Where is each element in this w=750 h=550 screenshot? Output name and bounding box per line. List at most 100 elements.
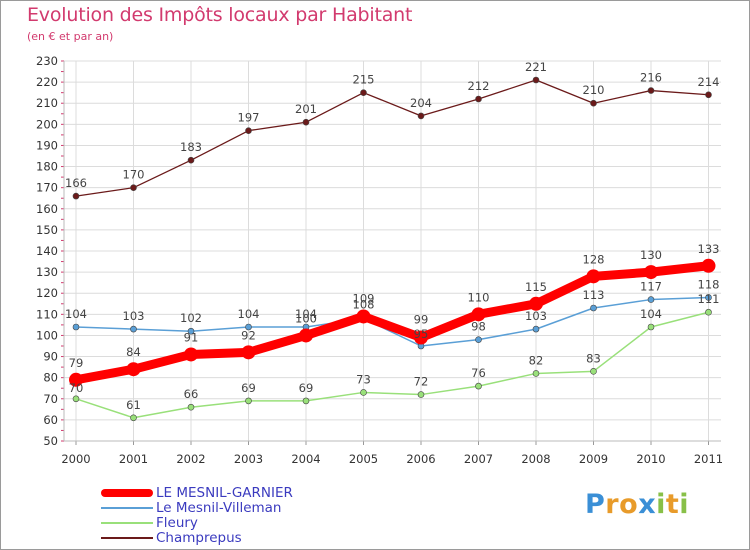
data-point-le-mesnil-garnier <box>69 372 83 387</box>
data-point-fleury <box>360 389 367 396</box>
data-point-le-mesnil-garnier <box>414 330 428 345</box>
logo-letter: P <box>585 489 606 520</box>
x-tick-label: 2001 <box>119 452 148 466</box>
data-point-fleury <box>532 370 540 377</box>
data-point-fleury <box>417 391 425 398</box>
data-point-fleury <box>647 323 655 331</box>
x-tick-label: 2000 <box>61 452 90 466</box>
logo-letter: i <box>679 489 690 520</box>
data-label-le-mesnil-garnier: 92 <box>241 328 256 342</box>
y-tick-label: 60 <box>43 413 58 427</box>
data-label-le-mesnil-villeman: 104 <box>238 307 260 321</box>
chart-title: Evolution des Impôts locaux par Habitant <box>27 4 413 26</box>
y-tick-label: 180 <box>36 160 58 174</box>
data-label-le-mesnil-villeman: 95 <box>414 327 429 341</box>
data-point-champrepus <box>705 91 712 99</box>
data-point-champrepus <box>187 156 195 164</box>
data-label-le-mesnil-villeman: 104 <box>295 307 317 321</box>
y-tick-label: 90 <box>43 350 58 364</box>
data-label-le-mesnil-garnier: 91 <box>184 330 199 344</box>
data-point-le-mesnil-villeman <box>187 327 195 335</box>
data-point-fleury <box>72 395 80 403</box>
data-point-le-mesnil-villeman <box>245 323 252 331</box>
legend: LE MESNIL-GARNIER Le Mesnil-Villeman Fle… <box>101 486 361 546</box>
y-tick-label: 140 <box>36 244 58 258</box>
data-point-le-mesnil-villeman <box>590 304 597 312</box>
data-label-champrepus: 212 <box>468 79 490 93</box>
data-label-le-mesnil-villeman: 118 <box>698 277 720 291</box>
data-label-le-mesnil-villeman: 103 <box>525 309 547 323</box>
data-point-fleury <box>475 382 482 390</box>
data-label-le-mesnil-garnier: 110 <box>468 290 490 304</box>
data-point-le-mesnil-villeman <box>130 325 137 333</box>
data-point-champrepus <box>647 87 655 94</box>
data-point-le-mesnil-villeman <box>705 294 712 301</box>
data-label-champrepus: 216 <box>640 71 662 85</box>
data-label-le-mesnil-garnier: 100 <box>295 311 317 325</box>
data-label-fleury: 83 <box>586 351 601 365</box>
data-point-fleury <box>130 414 137 422</box>
legend-item-fleury: Fleury <box>101 516 361 531</box>
x-tick-label: 2006 <box>406 452 435 466</box>
data-label-le-mesnil-garnier: 128 <box>583 252 605 266</box>
data-point-fleury <box>590 368 597 375</box>
series-line-champrepus <box>75 79 710 197</box>
data-point-champrepus <box>72 192 80 200</box>
data-labels: 166 170 183 197 201 215 204 212 221 210 216 214 70 61… <box>65 60 719 412</box>
data-point-champrepus <box>590 99 597 107</box>
legend-label-fleury: Fleury <box>156 515 198 531</box>
data-label-le-mesnil-villeman: 108 <box>353 298 375 312</box>
data-label-le-mesnil-garnier: 109 <box>353 291 375 305</box>
logo-letter: r <box>605 489 620 520</box>
data-point-le-mesnil-garnier <box>126 362 141 377</box>
legend-label-champrepus: Champrepus <box>156 530 242 546</box>
x-tick-label: 2003 <box>234 452 263 466</box>
x-tick-label: 2011 <box>694 452 723 466</box>
y-tick-label: 220 <box>36 75 58 89</box>
logo-letter: x <box>638 489 657 520</box>
data-label-le-mesnil-villeman: 113 <box>583 288 605 302</box>
data-point-le-mesnil-villeman <box>532 325 540 333</box>
x-tick-label: 2004 <box>291 452 320 466</box>
data-point-le-mesnil-garnier <box>701 258 716 273</box>
data-point-le-mesnil-garnier <box>241 345 256 360</box>
data-point-le-mesnil-villeman <box>72 323 80 331</box>
data-label-le-mesnil-garnier: 115 <box>525 280 547 294</box>
data-point-fleury <box>245 397 252 405</box>
data-point-fleury <box>302 397 310 405</box>
legend-item-le-mesnil-garnier: LE MESNIL-GARNIER <box>101 486 361 501</box>
data-point-champrepus <box>475 95 482 103</box>
data-label-fleury: 61 <box>126 398 141 412</box>
data-label-fleury: 104 <box>640 307 662 321</box>
data-label-champrepus: 183 <box>180 140 202 154</box>
x-tick-label: 2009 <box>579 452 608 466</box>
data-point-le-mesnil-garnier <box>299 328 313 343</box>
data-label-champrepus: 197 <box>238 111 260 125</box>
legend-swatch-le-mesnil-garnier <box>101 489 153 497</box>
data-label-le-mesnil-villeman: 98 <box>471 320 486 334</box>
data-label-le-mesnil-villeman: 102 <box>180 311 202 325</box>
data-label-fleury: 66 <box>184 387 199 401</box>
logo-letter: i <box>656 489 666 520</box>
data-label-fleury: 111 <box>698 292 720 306</box>
data-label-fleury: 76 <box>471 366 486 380</box>
data-label-champrepus: 210 <box>583 83 605 97</box>
data-label-le-mesnil-garnier: 84 <box>126 345 141 359</box>
y-tick-label: 100 <box>36 328 58 342</box>
x-tick-label: 2002 <box>176 452 205 466</box>
x-tick-label: 2008 <box>521 452 550 466</box>
chart-subtitle: (en € et par an) <box>27 30 114 43</box>
data-label-le-mesnil-villeman: 103 <box>123 309 145 323</box>
legend-label-le-mesnil-garnier: LE MESNIL-GARNIER <box>156 485 293 501</box>
data-point-champrepus <box>417 112 425 120</box>
series-line-le-mesnil-garnier <box>71 261 713 385</box>
data-point-le-mesnil-garnier <box>356 309 371 324</box>
y-tick-label: 110 <box>36 307 58 321</box>
legend-item-le-mesnil-villeman: Le Mesnil-Villeman <box>101 501 361 516</box>
data-label-champrepus: 204 <box>410 96 432 110</box>
x-tick-label: 2007 <box>464 452 493 466</box>
data-label-champrepus: 201 <box>295 102 317 116</box>
data-label-champrepus: 166 <box>65 176 87 190</box>
data-label-fleury: 82 <box>529 353 544 367</box>
